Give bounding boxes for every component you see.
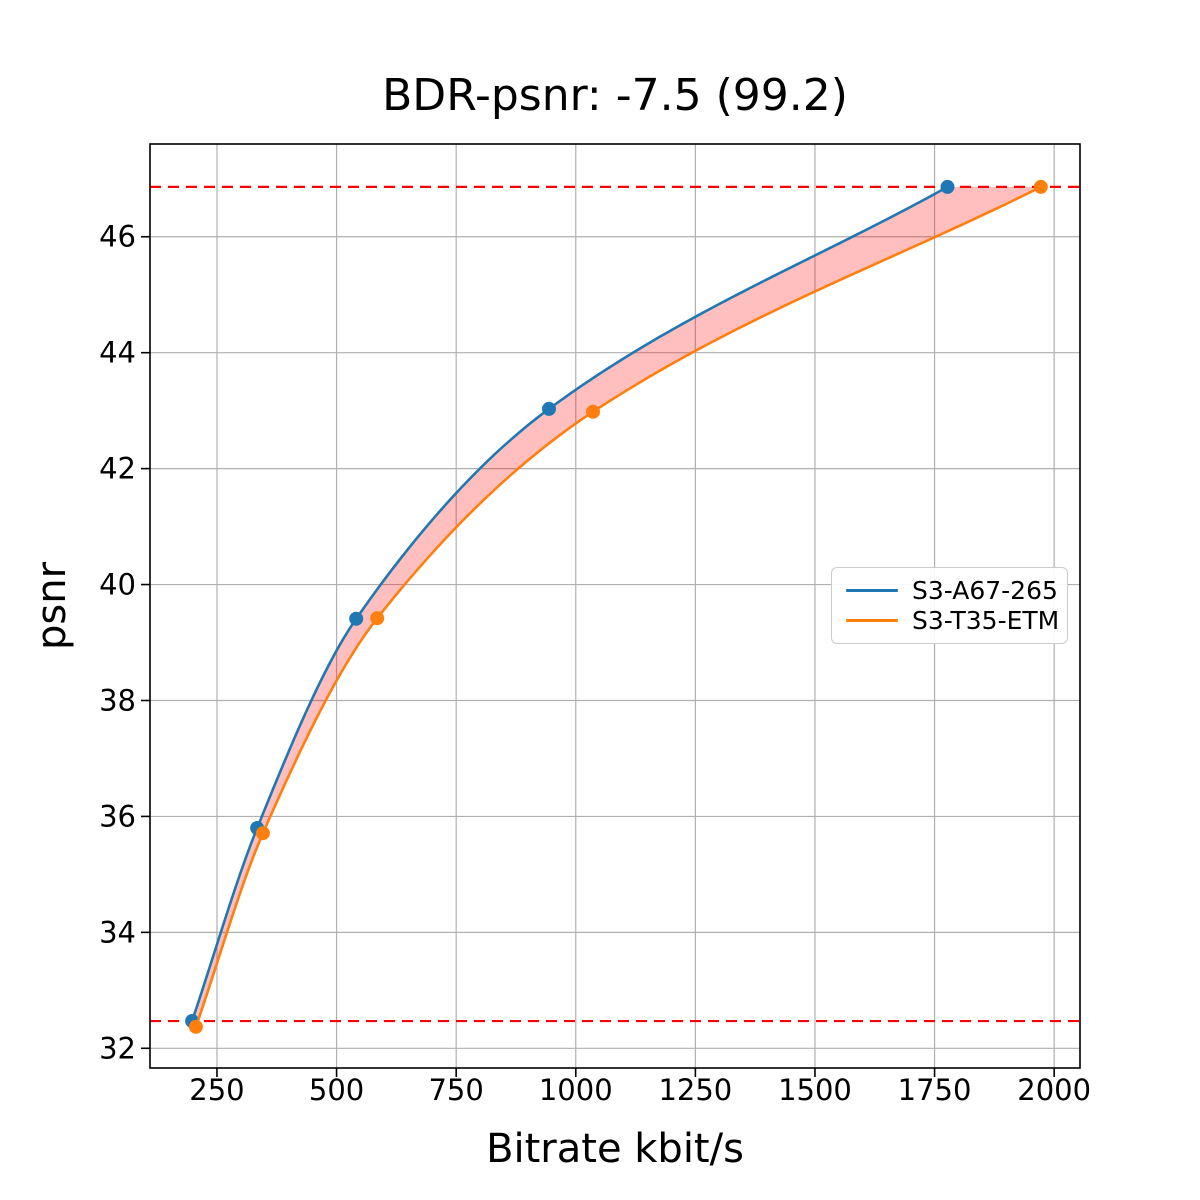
x-tick-label: 1250 xyxy=(658,1073,732,1107)
x-tick-label: 500 xyxy=(309,1073,364,1107)
y-tick-label: 34 xyxy=(99,915,136,949)
y-tick-label: 44 xyxy=(99,336,136,370)
legend-label: S3-T35-ETM xyxy=(912,606,1060,636)
data-point-S3-T35-ETM xyxy=(188,1019,203,1034)
y-tick-label: 36 xyxy=(99,799,136,833)
legend: S3-A67-265 S3-T35-ETM xyxy=(831,567,1068,644)
data-point-S3-A67-265 xyxy=(940,179,955,194)
series-curve-S3-T35-ETM xyxy=(194,185,1043,1029)
data-point-S3-T35-ETM xyxy=(370,611,385,626)
data-point-S3-T35-ETM xyxy=(255,826,270,841)
y-tick-label: 32 xyxy=(99,1031,136,1065)
x-tick-label: 250 xyxy=(189,1073,244,1107)
x-tick-label: 1750 xyxy=(898,1073,972,1107)
y-axis-label: psnr xyxy=(29,561,75,651)
data-point-S3-A67-265 xyxy=(541,401,556,416)
y-tick-label: 46 xyxy=(99,220,136,254)
x-tick-label: 2000 xyxy=(1017,1073,1091,1107)
data-point-S3-A67-265 xyxy=(349,611,364,626)
y-tick-label: 42 xyxy=(99,452,136,486)
legend-line-sample-icon xyxy=(846,588,898,592)
series-curve-S3-A67-265 xyxy=(190,185,949,1023)
y-tick-label: 38 xyxy=(99,683,136,717)
x-tick-label: 750 xyxy=(428,1073,483,1107)
legend-item: S3-T35-ETM xyxy=(846,606,1060,636)
axes-frame xyxy=(149,143,1081,1069)
y-tick-label: 40 xyxy=(99,568,136,602)
legend-line-sample-icon xyxy=(846,619,898,623)
x-tick-label: 1000 xyxy=(539,1073,613,1107)
legend-label: S3-A67-265 xyxy=(912,575,1058,605)
x-axis-label: Bitrate kbit/s xyxy=(486,1126,744,1172)
data-point-S3-T35-ETM xyxy=(585,404,600,419)
legend-item: S3-A67-265 xyxy=(846,575,1058,605)
chart-title: BDR-psnr: -7.5 (99.2) xyxy=(382,70,848,121)
x-tick-label: 1500 xyxy=(778,1073,852,1107)
data-point-S3-T35-ETM xyxy=(1033,179,1048,194)
